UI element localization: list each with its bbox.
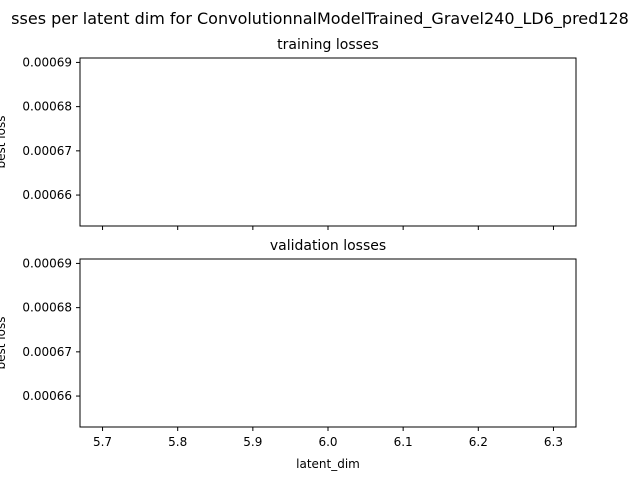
- x-tick-label: 5.7: [93, 435, 112, 449]
- plot-area: [79, 258, 577, 428]
- figure-suptitle: sses per latent dim for ConvolutionnalMo…: [11, 9, 629, 29]
- x-tick-label: 6.3: [544, 435, 563, 449]
- x-tick-label: 5.9: [243, 435, 262, 449]
- x-tick-label: 5.8: [168, 435, 187, 449]
- x-tick-label: 6.2: [469, 435, 488, 449]
- y-tick-label: 0.00069: [22, 256, 72, 270]
- plot-area: [79, 57, 577, 227]
- x-axis-label: latent_dim: [296, 457, 360, 471]
- y-axis-label: best loss: [0, 116, 8, 169]
- y-tick-label: 0.00067: [22, 345, 72, 359]
- y-tick-label: 0.00067: [22, 144, 72, 158]
- subplot-title: validation losses: [270, 238, 386, 254]
- axis-ticks: 0.00066 0.00067 0.00068 0.00069: [22, 55, 554, 230]
- subplot-title: training losses: [277, 37, 379, 53]
- y-tick-label: 0.00068: [22, 301, 72, 315]
- training-losses-subplot: training losses best loss 0.00066 0.00067…: [0, 37, 577, 230]
- x-tick-label: 6.1: [394, 435, 413, 449]
- axis-ticks: 5.7 5.8 5.9 6.0 6.1 6.2 6.3 0.00066 0.00067 0.000…: [22, 256, 563, 449]
- x-tick-label: 6.0: [318, 435, 337, 449]
- y-axis-label: best loss: [0, 317, 8, 370]
- y-tick-label: 0.00066: [22, 188, 72, 202]
- y-tick-label: 0.00068: [22, 100, 72, 114]
- y-tick-label: 0.00069: [22, 55, 72, 69]
- y-tick-label: 0.00066: [22, 389, 72, 403]
- validation-losses-subplot: validation losses best loss latent_dim 5…: [0, 238, 577, 471]
